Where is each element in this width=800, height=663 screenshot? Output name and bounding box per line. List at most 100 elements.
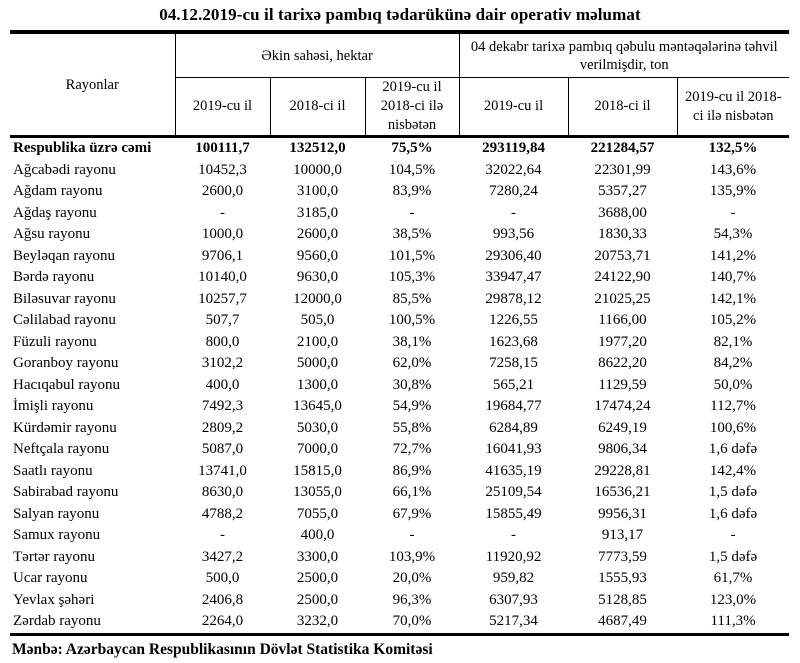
value-cell: 1623,68 xyxy=(489,333,538,350)
table-row: Kürdəmir rayonu 2809,2 5030,0 55,8% 6284,89 6… xyxy=(10,418,789,440)
table-row: Biləsuvar rayonu 10257,7 12000,0 85,5% 29878… xyxy=(10,289,789,311)
value-cell: 400,0 xyxy=(300,527,335,543)
table-row: Ağsu rayonu 1000,0 2600,0 38,5% 993,56 1830,3… xyxy=(10,224,789,246)
district-name: Ağcabədi rayonu xyxy=(13,161,116,178)
value-cell: 4788,2 xyxy=(201,505,244,522)
value-cell: 33947,47 xyxy=(485,269,542,285)
value-cell: 1000,0 xyxy=(201,226,244,242)
value-cell: 141,2% xyxy=(709,247,757,264)
value-cell: 15815,0 xyxy=(293,462,342,479)
value-cell: 135,9% xyxy=(709,183,757,199)
value-cell: 500,0 xyxy=(205,570,240,586)
value-cell: 7773,59 xyxy=(598,548,647,565)
district-name: Samux rayonu xyxy=(13,527,101,543)
value-cell: 5357,27 xyxy=(598,183,647,199)
source-note: Mənbə: Azərbaycan Respublikasının Dövlət… xyxy=(12,640,433,658)
value-cell: - xyxy=(511,527,517,543)
value-cell: 4687,49 xyxy=(598,613,647,629)
value-cell: 140,7% xyxy=(709,269,757,285)
value-cell: 100111,7 xyxy=(195,140,250,156)
value-cell: 29228,81 xyxy=(594,462,651,479)
value-cell: 800,0 xyxy=(205,333,240,350)
district-name: Saatlı rayonu xyxy=(13,462,93,479)
table-row: Sabirabad rayonu 8630,0 13055,0 66,1% 25109,… xyxy=(10,482,789,504)
value-cell: - xyxy=(730,527,736,543)
value-cell: 1,6 dəfə xyxy=(708,505,758,522)
column-header-tons-2018: 2018-ci il xyxy=(568,77,678,137)
column-header-tons-ratio: 2019-cu il 2018-ci ilə nisbətən xyxy=(684,88,782,124)
value-cell: 2264,0 xyxy=(201,613,244,629)
table-row: Ağdam rayonu 2600,0 3100,0 83,9% 7280,24 5357… xyxy=(10,181,789,203)
value-cell: 7280,24 xyxy=(489,183,538,199)
value-cell: 11920,92 xyxy=(485,548,542,565)
value-cell: 9706,1 xyxy=(201,247,244,264)
value-cell: 75,5% xyxy=(391,140,433,156)
value-cell: 9560,0 xyxy=(296,247,339,264)
value-cell: 8622,20 xyxy=(598,355,647,371)
district-name: Cəlilabad rayonu xyxy=(13,312,116,328)
table-row: Goranboy rayonu 3102,2 5000,0 62,0% 7258,15 8… xyxy=(10,353,789,375)
value-cell: 19684,77 xyxy=(485,398,542,414)
value-cell: 1,5 dəfə xyxy=(708,548,758,565)
district-name: Bərdə rayonu xyxy=(13,269,95,285)
value-cell: 507,7 xyxy=(205,312,240,328)
value-cell: 1166,00 xyxy=(598,312,647,328)
value-cell: 20753,71 xyxy=(594,247,651,264)
value-cell: 86,9% xyxy=(392,462,432,479)
value-cell: - xyxy=(409,527,415,543)
value-cell: 9956,31 xyxy=(598,505,647,522)
value-cell: 132,5% xyxy=(708,140,758,156)
value-cell: 29878,12 xyxy=(485,290,542,307)
value-cell: 82,1% xyxy=(713,333,753,350)
group-header-sown-area: Əkin sahəsi, hektar xyxy=(175,32,460,78)
value-cell: 993,56 xyxy=(492,226,535,242)
district-name: Füzuli rayonu xyxy=(13,333,97,350)
district-name: İmişli rayonu xyxy=(13,398,94,414)
value-cell: 3100,0 xyxy=(296,183,339,199)
value-cell: 105,3% xyxy=(388,269,436,285)
value-cell: 1555,93 xyxy=(598,570,647,586)
value-cell: 54,9% xyxy=(392,398,432,414)
value-cell: 565,21 xyxy=(492,376,535,393)
value-cell: 38,5% xyxy=(392,226,432,242)
value-cell: 13645,0 xyxy=(293,398,342,414)
value-cell: 55,8% xyxy=(392,419,432,436)
table-row: Cəlilabad rayonu 507,7 505,0 100,5% 1226,55 1… xyxy=(10,310,789,332)
table-row: Salyan rayonu 4788,2 7055,0 67,9% 15855,49 99… xyxy=(10,504,789,526)
district-name: Salyan rayonu xyxy=(13,505,100,522)
value-cell: 2406,8 xyxy=(201,591,244,608)
value-cell: 142,1% xyxy=(709,290,757,307)
value-cell: 112,7% xyxy=(710,398,756,414)
value-cell: 10000,0 xyxy=(293,161,342,178)
value-cell: 959,82 xyxy=(492,570,535,586)
report-page: 04.12.2019-cu il tarixə pambıq tədarükün… xyxy=(10,0,790,660)
value-cell: 7055,0 xyxy=(296,505,339,522)
value-cell: 105,2% xyxy=(709,312,757,328)
table-row: Bərdə rayonu 10140,0 9630,0 105,3% 33947,47 2… xyxy=(10,267,789,289)
column-header-area-2019: 2019-cu il xyxy=(175,77,271,137)
district-name: Neftçala rayonu xyxy=(13,441,110,457)
district-name: Tərtər rayonu xyxy=(13,548,96,565)
value-cell: 100,5% xyxy=(388,312,436,328)
value-cell: 66,1% xyxy=(392,484,432,500)
table-row: Respublika üzrə cəmi 100111,7 132512,0 75,5… xyxy=(10,137,789,160)
value-cell: 2600,0 xyxy=(201,183,244,199)
district-name: Kürdəmir rayonu xyxy=(13,419,117,436)
column-header-area-ratio: 2019-cu il 2018-ci ilə nisbətən xyxy=(365,77,460,137)
value-cell: 505,0 xyxy=(300,312,335,328)
value-cell: 3232,0 xyxy=(296,613,339,629)
district-name: Zərdab rayonu xyxy=(13,613,101,629)
group-header-delivered-tons: 04 dekabr tarixə pambıq qəbulu məntəqələ… xyxy=(459,32,790,78)
value-cell: 9630,0 xyxy=(296,269,339,285)
value-cell: 96,3% xyxy=(392,591,432,608)
table-row: Ağcabədi rayonu 10452,3 10000,0 104,5% 32022… xyxy=(10,160,789,182)
value-cell: 5030,0 xyxy=(296,419,339,436)
value-cell: 132512,0 xyxy=(289,140,346,156)
value-cell: 16536,21 xyxy=(594,484,651,500)
value-cell: 13741,0 xyxy=(198,462,247,479)
value-cell: 1226,55 xyxy=(489,312,538,328)
column-header-tons-2019: 2019-cu il xyxy=(459,77,569,137)
value-cell: 72,7% xyxy=(392,441,432,457)
value-cell: - xyxy=(220,204,225,221)
district-name: Biləsuvar rayonu xyxy=(13,290,116,307)
